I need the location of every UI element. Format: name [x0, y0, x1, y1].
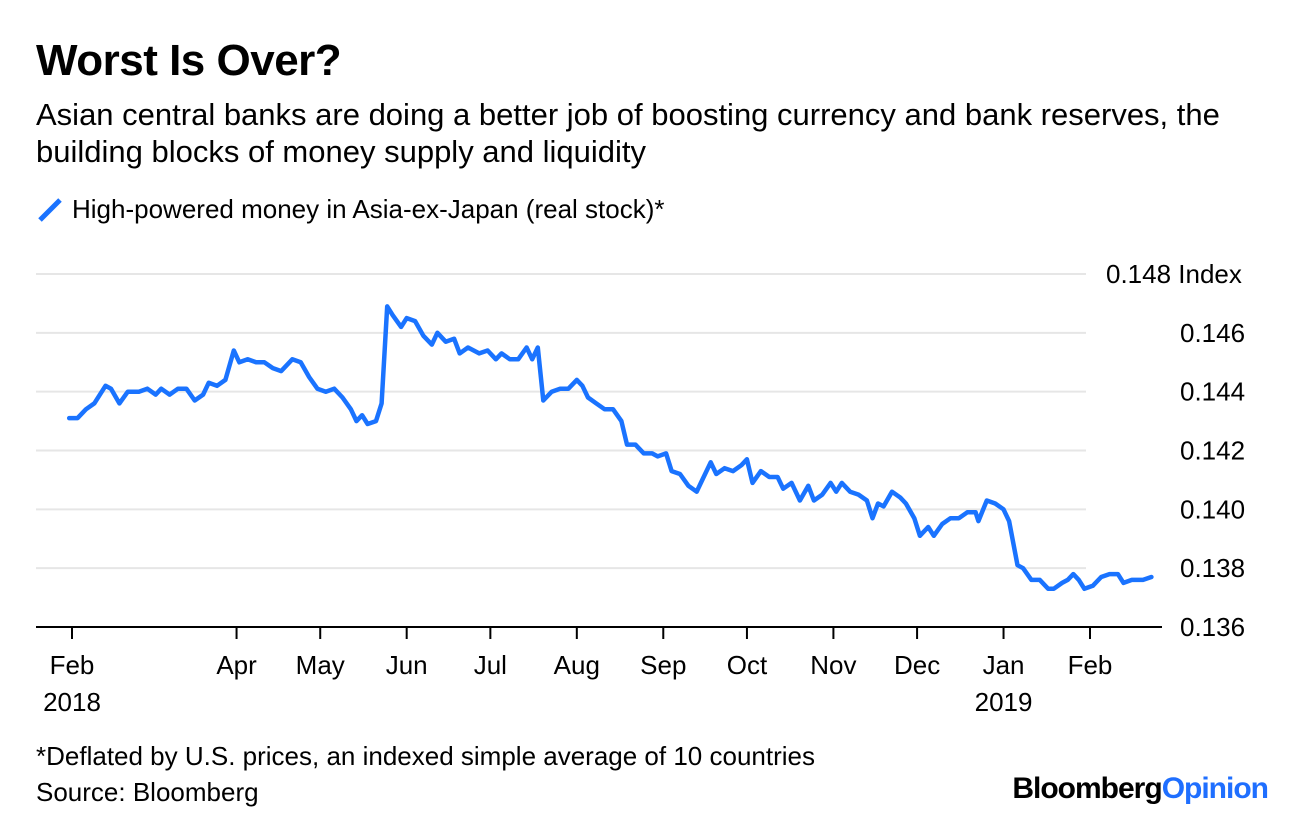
- chart-subtitle: Asian central banks are doing a better j…: [36, 97, 1220, 169]
- y-tick-label: 0.140: [1180, 494, 1245, 524]
- x-tick-label: Feb: [50, 650, 95, 680]
- x-tick-label: Jun: [386, 650, 428, 680]
- x-tick-year-label: 2018: [43, 687, 101, 717]
- x-tick-label: May: [296, 650, 345, 680]
- x-tick-year-label: 2019: [975, 687, 1033, 717]
- bloomberg-opinion-logo: BloombergOpinion: [1012, 772, 1269, 805]
- y-tick-label: 0.136: [1180, 612, 1245, 642]
- x-tick-label: Feb: [1068, 650, 1113, 680]
- x-tick-label: Oct: [727, 650, 768, 680]
- y-tick-label: 0.146: [1180, 318, 1245, 348]
- y-tick-label: 0.142: [1180, 436, 1245, 466]
- y-tick-label: 0.138: [1180, 553, 1245, 583]
- footnote: *Deflated by U.S. prices, an indexed sim…: [36, 741, 815, 771]
- legend-label: High-powered money in Asia-ex-Japan (rea…: [72, 194, 665, 224]
- y-tick-label: 0.148 Index: [1106, 259, 1242, 289]
- legend-line-icon: [38, 197, 62, 222]
- x-tick-label: Nov: [810, 650, 856, 680]
- x-tick-label: Aug: [554, 650, 600, 680]
- source-note: Source: Bloomberg: [36, 777, 259, 807]
- series-line-high-powered-money: [66, 304, 1154, 592]
- x-tick-label: Jul: [474, 650, 507, 680]
- x-tick-label: Jan: [983, 650, 1025, 680]
- legend: High-powered money in Asia-ex-Japan (rea…: [36, 194, 665, 225]
- x-tick-label: Apr: [216, 650, 257, 680]
- y-tick-label: 0.144: [1180, 377, 1245, 407]
- x-tick-label: Sep: [640, 650, 686, 680]
- x-tick-label: Dec: [894, 650, 940, 680]
- chart-title: Worst Is Over?: [36, 36, 342, 85]
